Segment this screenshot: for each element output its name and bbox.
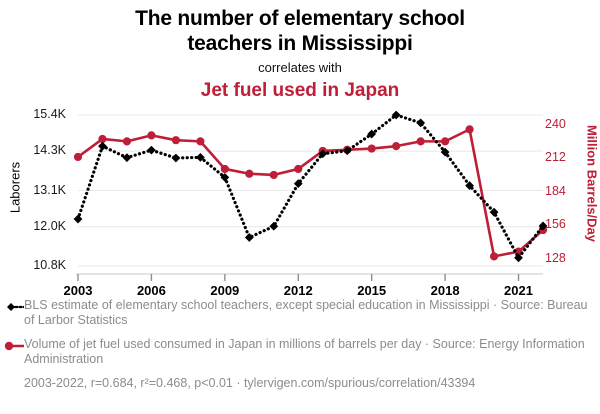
page-title-line2: teachers in Mississippi xyxy=(187,32,413,55)
y-axis-left-tick-2: 13.1K xyxy=(33,182,66,197)
y-axis-left-tick-0: 10.8K xyxy=(33,258,66,272)
x-axis-tick-2015: 2015 xyxy=(357,283,387,298)
data-point xyxy=(98,134,107,144)
data-point xyxy=(465,125,474,134)
data-point xyxy=(293,179,303,189)
line-chart-plot xyxy=(73,110,548,281)
x-axis-tick-2021: 2021 xyxy=(504,283,533,298)
data-point xyxy=(171,153,181,163)
data-point xyxy=(367,129,377,139)
data-point xyxy=(122,153,132,163)
data-point xyxy=(269,170,278,180)
black-diamond-dotted-line-icon xyxy=(7,303,24,311)
chart-footer-note: 2003-2022, r=0.684, r²=0.468, p<0.01 · t… xyxy=(24,376,476,390)
data-point xyxy=(220,164,229,174)
red-circle-solid-line-icon xyxy=(4,341,24,351)
data-point xyxy=(465,181,474,190)
legend-item-series-b: Volume of jet fuel used consumed in Japa… xyxy=(0,337,600,367)
series-line-0 xyxy=(76,113,545,260)
data-point xyxy=(440,147,450,157)
x-axis-tick-2012: 2012 xyxy=(283,283,313,298)
data-point xyxy=(538,221,548,231)
data-point xyxy=(245,169,254,178)
data-point xyxy=(318,149,328,159)
data-point xyxy=(73,214,83,224)
x-axis-tick-2006: 2006 xyxy=(136,283,166,298)
chart-legend: BLS estimate of elementary school teache… xyxy=(0,298,600,391)
data-point xyxy=(73,152,83,162)
data-point xyxy=(391,110,401,120)
y-axis-left-tick-4: 15.4K xyxy=(33,107,66,121)
page-subtitle: Jet fuel used in Japan xyxy=(200,80,400,101)
legend-label-series-b: Volume of jet fuel used consumed in Japa… xyxy=(24,337,585,366)
page-title: The number of elementary school teachers… xyxy=(0,6,600,56)
legend-label-series-a: BLS estimate of elementary school teache… xyxy=(24,298,588,327)
data-point xyxy=(147,145,156,155)
x-axis-tick-2009: 2009 xyxy=(210,283,240,298)
y-axis-right-tick-3: 212 xyxy=(545,150,566,165)
data-point xyxy=(244,233,254,242)
y-axis-left-tick-1: 12.0K xyxy=(33,218,66,233)
data-point xyxy=(98,141,107,151)
y-axis-right-tick-1: 156 xyxy=(545,217,566,232)
data-point xyxy=(416,137,425,146)
x-axis-tick-2018: 2018 xyxy=(430,283,460,298)
data-point xyxy=(489,252,499,261)
y-axis-right-tick-4: 240 xyxy=(545,116,566,131)
y-axis-left-tick-3: 14.3K xyxy=(33,143,66,158)
data-point xyxy=(269,221,279,231)
data-point xyxy=(489,207,499,217)
data-point xyxy=(441,137,450,146)
data-point xyxy=(392,142,401,151)
y-axis-right-tick-0: 128 xyxy=(545,250,566,265)
data-point xyxy=(416,118,426,128)
data-point xyxy=(196,137,205,146)
y-axis-right-tick-2: 184 xyxy=(545,183,566,198)
data-point xyxy=(220,172,230,182)
page-title-line1: The number of elementary school xyxy=(135,7,465,30)
data-point xyxy=(122,137,132,146)
data-point xyxy=(147,131,156,140)
x-axis-tick-2003: 2003 xyxy=(63,283,93,298)
title-connector: correlates with xyxy=(258,60,342,75)
legend-item-series-a: BLS estimate of elementary school teache… xyxy=(0,298,600,328)
title-block: The number of elementary school teachers… xyxy=(0,0,600,102)
data-point xyxy=(514,253,523,263)
series-line-1 xyxy=(76,128,545,258)
chart-area: Laborers Million Barrels/Day 10.8K 12.0K 1… xyxy=(0,104,600,298)
data-point xyxy=(171,136,180,145)
data-point xyxy=(367,144,376,153)
data-point xyxy=(294,164,303,174)
